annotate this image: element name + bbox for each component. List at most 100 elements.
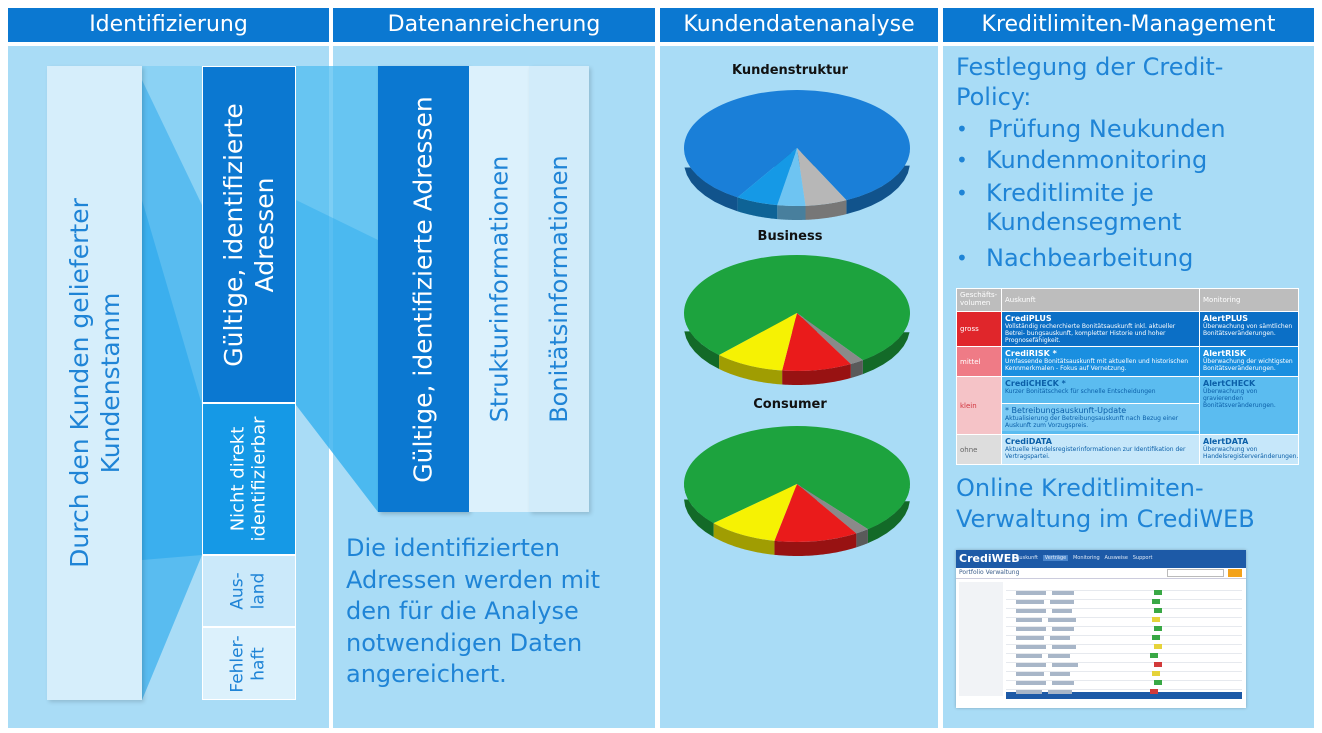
crediweb-row: [1006, 663, 1242, 676]
pie-slice-side: [684, 151, 910, 215]
bullet-dot-icon: •: [956, 246, 968, 270]
enriched-valid-addresses-box: Gültige, identifizierte Adressen: [378, 66, 469, 512]
online-heading-line1: Online Kreditlimiten-: [956, 474, 1204, 502]
pie-slice-side: [805, 200, 847, 220]
monitoring-cell: AlertRISK Überwachung der wichtigsten Bon…: [1199, 346, 1299, 377]
pie-slice-side: [777, 205, 806, 220]
header-datenanreicherung: Datenanreicherung: [333, 8, 655, 42]
segment-cell: gross: [956, 311, 1002, 347]
bullet-item: • Kundenmonitoring: [956, 146, 1207, 175]
table-row: mittel CrediRISK * Umfassende Bonitätsaus…: [956, 346, 1299, 377]
product-cell: CrediCHECK * Kurzer Bonitätscheck für sch…: [1001, 376, 1200, 435]
bullet-text: Prüfung Neukunden: [988, 115, 1226, 143]
abroad-box: Aus- land: [202, 555, 296, 627]
pie-title-consumer: Consumer: [753, 397, 827, 412]
pie-slice: [797, 313, 863, 365]
bullet-text: Nachbearbeitung: [986, 244, 1194, 272]
pie-slice-side: [850, 360, 863, 379]
caption-line: Die identifizierten: [346, 534, 560, 562]
nav-item: Verträge: [1042, 555, 1069, 561]
crediweb-row: [1006, 681, 1242, 694]
monitoring-cell: AlertPLUS Überwachung von sämtlichen Boni…: [1199, 311, 1299, 347]
crediweb-grid: [1006, 582, 1242, 699]
crediweb-page-title: Portfolio Verwaltung: [959, 569, 1020, 576]
crediweb-row: [1006, 627, 1242, 640]
pie-slice: [797, 148, 847, 206]
pie-slice-side: [856, 529, 868, 548]
pie-slice: [777, 148, 806, 206]
product-cell: CrediPLUS Vollständig recherchierte Bonit…: [1001, 311, 1200, 347]
pie-slice-side: [737, 197, 778, 220]
pie-title-kundenstruktur: Kundenstruktur: [732, 63, 848, 78]
nav-item: Ausweise: [1104, 555, 1128, 561]
crediweb-row: [1006, 636, 1242, 649]
bullet-dot-icon: •: [956, 181, 968, 205]
pie-slice: [684, 90, 911, 201]
crediweb-row: [1006, 609, 1242, 622]
table-header-row: Geschäfts-volumen Auskunft Monitoring: [956, 288, 1299, 312]
crediweb-row: [1006, 672, 1242, 685]
crediweb-row: [1006, 591, 1242, 604]
nav-item: Monitoring: [1072, 555, 1100, 561]
bullet-item: • Kreditlimite je Kundensegment: [956, 179, 1181, 237]
pie-slice-side: [774, 533, 857, 556]
pie-slice-side: [782, 364, 851, 385]
bullet-dot-icon: •: [956, 117, 968, 141]
nav-item: Auskunft: [1016, 555, 1038, 561]
table-row: gross CrediPLUS Vollständig recherchierte…: [956, 311, 1299, 347]
table-header-cell: Geschäfts-volumen: [956, 288, 1002, 312]
faulty-box: Fehler- haft: [202, 627, 296, 700]
enrichment-caption: Die identifizierten Adressen werden mit …: [346, 533, 600, 691]
online-credit-heading: Online Kreditlimiten- Verwaltung im Cred…: [956, 473, 1255, 535]
caption-line: angereichert.: [346, 660, 507, 688]
header-identifizierung: Identifizierung: [8, 8, 329, 42]
pie-slice: [737, 148, 797, 206]
caption-line: Adressen werden mit: [346, 565, 601, 594]
bullet-text: Kundenmonitoring: [986, 146, 1208, 174]
crediweb-search-field: [1167, 569, 1224, 577]
monitoring-cell: AlertDATA Überwachung von Handelsregister…: [1199, 434, 1299, 465]
crediweb-row: [1006, 582, 1242, 595]
pie-slice-side: [713, 523, 775, 555]
pie-title-business: Business: [757, 229, 823, 244]
table-row: klein CrediCHECK * Kurzer Bonitätscheck f…: [956, 376, 1299, 435]
bullet-item: • Nachbearbeitung: [956, 244, 1193, 273]
not-directly-identifiable-box: Nicht direkt identifizierbar: [202, 403, 296, 555]
crediweb-nav: Auskunft Verträge Monitoring Ausweise Su…: [1016, 555, 1153, 561]
caption-line: den für die Analyse: [346, 597, 579, 625]
nav-item: Support: [1132, 555, 1153, 561]
credit-policy-heading: Festlegung der Credit- Policy:: [956, 52, 1223, 112]
crediweb-titlebar: Portfolio Verwaltung: [956, 568, 1246, 579]
pie-slice: [713, 484, 797, 541]
credit-product-table: Geschäfts-volumen Auskunft Monitoring gr…: [956, 288, 1299, 465]
crediweb-row: [1006, 600, 1242, 613]
pie-slice: [797, 484, 868, 534]
header-kreditlimiten-management: Kreditlimiten-Management: [943, 8, 1314, 42]
product-cell: CrediDATA Aktuelle Handelsregisterinforma…: [1001, 434, 1200, 465]
pie-slice-side: [719, 355, 783, 385]
pie-slice: [684, 426, 910, 530]
pie-slice: [774, 484, 857, 542]
crediweb-screenshot: CrediWEB Auskunft Verträge Monitoring Au…: [956, 550, 1246, 708]
credit-info-box: Bonitätsinformationen: [529, 66, 589, 512]
crediweb-logo: CrediWEB: [959, 552, 1020, 565]
segment-cell: mittel: [956, 346, 1002, 377]
header-kundendatenanalyse: Kundendatenanalyse: [660, 8, 938, 42]
online-heading-line2: Verwaltung im CrediWEB: [956, 505, 1255, 533]
crediweb-row: [1006, 654, 1242, 667]
bullet-text: Kundensegment: [986, 208, 1182, 236]
pie-slice: [782, 313, 851, 371]
pie-slice: [683, 254, 910, 361]
table-header-cell: Auskunft: [1001, 288, 1200, 312]
credit-policy-heading-line2: Policy:: [956, 83, 1032, 111]
structure-info-box: Strukturinformationen: [469, 66, 529, 512]
bullet-text: Kreditlimite je: [986, 179, 1154, 207]
table-row: ohne CrediDATA Aktuelle Handelsregisterin…: [956, 434, 1299, 465]
crediweb-search-button: [1228, 569, 1242, 577]
bullet-dot-icon: •: [956, 148, 968, 172]
crediweb-pagination: [1006, 692, 1242, 699]
